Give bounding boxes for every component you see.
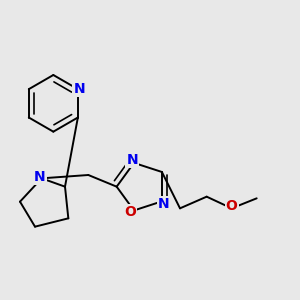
Text: N: N [74, 82, 85, 96]
Text: N: N [158, 197, 170, 211]
Text: N: N [34, 170, 46, 184]
Text: O: O [226, 199, 238, 213]
Text: O: O [124, 205, 136, 219]
Text: N: N [127, 153, 138, 166]
